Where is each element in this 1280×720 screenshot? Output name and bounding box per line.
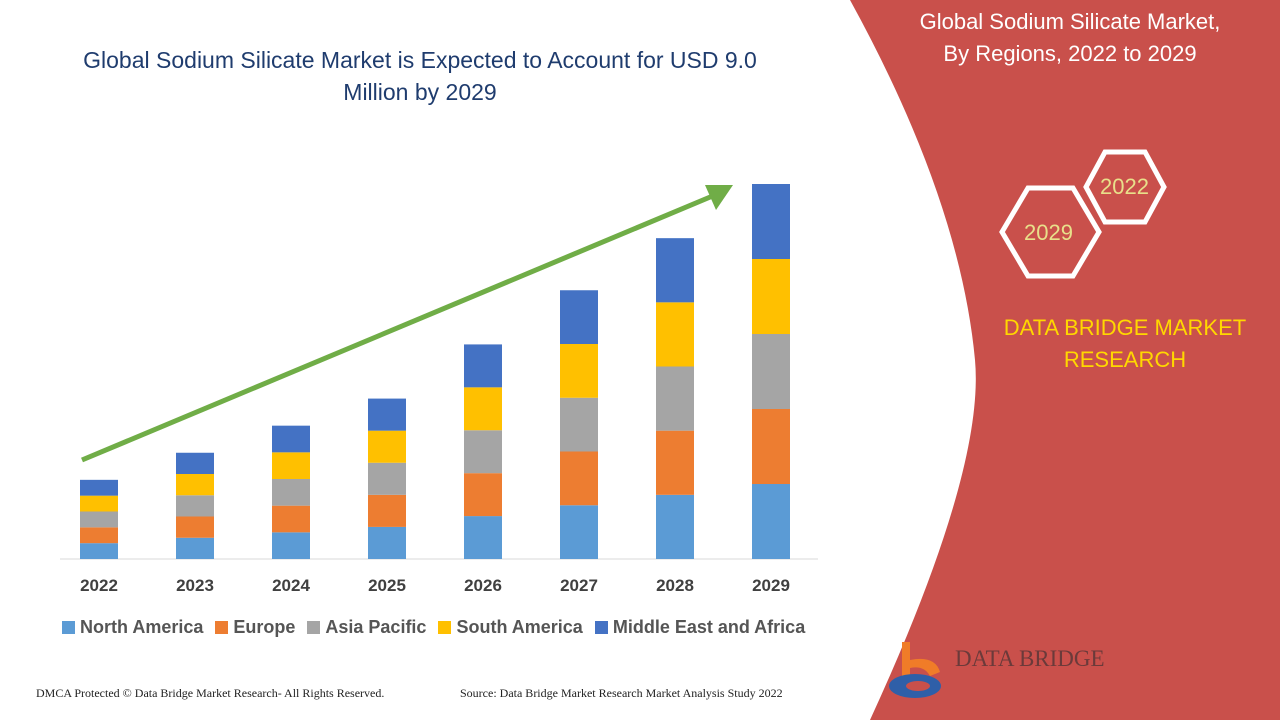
- bar-segment: [752, 184, 790, 259]
- hex-label-2029: 2029: [1024, 220, 1073, 245]
- x-tick-label: 2023: [176, 576, 214, 595]
- bar-segment: [656, 366, 694, 431]
- hexagon-2029: [999, 185, 1102, 279]
- trend-arrow-head: [705, 185, 733, 210]
- footer-copyright: DMCA Protected © Data Bridge Market Rese…: [36, 686, 385, 700]
- bar-segment: [464, 344, 502, 388]
- legend-label: Europe: [233, 617, 296, 637]
- x-tick-label: 2028: [656, 576, 694, 595]
- bar-segment: [560, 505, 598, 559]
- legend-label: North America: [80, 617, 204, 637]
- bar-segment: [80, 511, 118, 528]
- legend-item: North America: [62, 617, 203, 638]
- x-tick-label: 2027: [560, 576, 598, 595]
- legend-label: Asia Pacific: [325, 617, 427, 637]
- x-tick-label: 2026: [464, 576, 502, 595]
- logo-text: DATA BRIDGE: [955, 646, 1105, 671]
- x-tick-label: 2024: [272, 576, 310, 595]
- hex-label-2022: 2022: [1100, 174, 1149, 199]
- bar-segment: [272, 505, 310, 533]
- side-title-line2: By Regions, 2022 to 2029: [943, 41, 1197, 66]
- bar-segment: [752, 484, 790, 559]
- brand-text: DATA BRIDGE MARKET RESEARCH: [990, 312, 1260, 376]
- bar-segment: [560, 290, 598, 344]
- legend-item: South America: [438, 617, 583, 638]
- bar-segment: [80, 543, 118, 559]
- bar-segment: [752, 259, 790, 334]
- bar-segment: [176, 495, 214, 517]
- legend-item: Europe: [215, 617, 295, 638]
- bar-segment: [272, 532, 310, 559]
- legend: North America Europe Asia Pacific South Ame…: [62, 617, 805, 638]
- logo-icon: [889, 642, 941, 698]
- bar-segment: [176, 516, 214, 538]
- legend-item: Asia Pacific: [307, 617, 426, 638]
- bar-segment: [272, 452, 310, 479]
- bar-segment: [752, 334, 790, 409]
- red-side-panel: [850, 0, 1280, 720]
- bar-segment: [368, 526, 406, 559]
- hexagon-2022: [1083, 149, 1167, 225]
- x-tick-label: 2029: [752, 576, 790, 595]
- legend-swatch: [438, 621, 452, 634]
- bar-segment: [176, 452, 214, 474]
- bar-segment: [752, 409, 790, 484]
- bar-segment: [464, 516, 502, 559]
- bar-segment: [560, 344, 598, 398]
- legend-label: South America: [456, 617, 583, 637]
- bar-segment: [368, 462, 406, 495]
- legend-swatch: [215, 621, 229, 634]
- bar-segment: [80, 527, 118, 544]
- bar-segment: [176, 537, 214, 559]
- bar-segment: [80, 479, 118, 496]
- bar-segment: [368, 494, 406, 527]
- bar-segment: [656, 494, 694, 559]
- bar-segment: [368, 398, 406, 431]
- bar-segment: [272, 425, 310, 453]
- legend-item: Middle East and Africa: [594, 617, 806, 638]
- bar-segment: [560, 397, 598, 452]
- bar-segment: [464, 430, 502, 474]
- legend-swatch: [62, 621, 75, 634]
- legend-label: Middle East and Africa: [612, 617, 806, 637]
- side-title: Global Sodium Silicate Market, By Region…: [890, 6, 1250, 70]
- bar-segment: [176, 474, 214, 496]
- bar-segment: [560, 451, 598, 506]
- bar-segment: [656, 238, 694, 303]
- side-title-line1: Global Sodium Silicate Market,: [919, 9, 1221, 34]
- brand-line1: DATA BRIDGE MARKET: [1003, 315, 1247, 340]
- bar-segment: [656, 302, 694, 367]
- bar-segment: [656, 430, 694, 495]
- footer-source: Source: Data Bridge Market Research Mark…: [460, 686, 783, 700]
- trend-arrow: [81, 192, 716, 463]
- x-tick-label: 2022: [80, 576, 118, 595]
- bar-segment: [368, 430, 406, 463]
- bar-segment: [80, 495, 118, 512]
- legend-swatch: [307, 621, 321, 634]
- bar-segment: [272, 479, 310, 506]
- x-tick-label: 2025: [368, 576, 406, 595]
- bar-segment: [464, 387, 502, 431]
- legend-swatch: [594, 621, 608, 634]
- bar-segment: [464, 473, 502, 517]
- brand-line2: RESEARCH: [1063, 347, 1187, 372]
- chart-title: Global Sodium Silicate Market is Expecte…: [83, 47, 757, 105]
